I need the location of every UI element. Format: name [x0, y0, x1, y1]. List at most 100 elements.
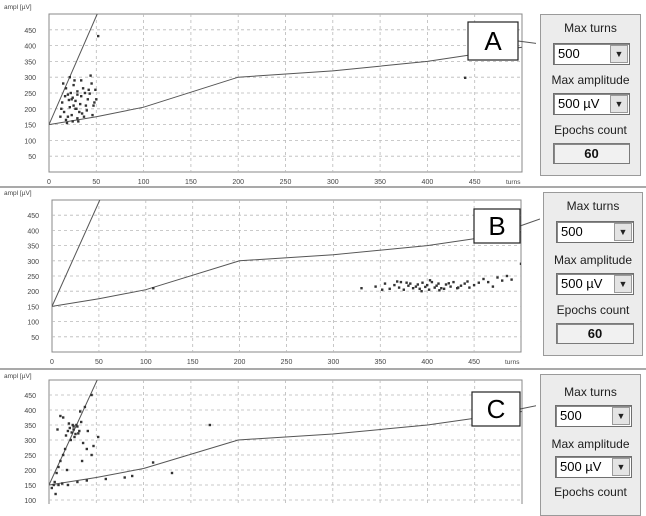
- max-turns-value: 500: [561, 224, 583, 239]
- scatter-chart-c: 450 400 350 300 250 200 150 100 ampl [µV] C: [4, 373, 536, 504]
- x-axis-label: turns: [506, 179, 521, 186]
- threshold-line: [52, 231, 521, 307]
- data-point: [73, 435, 76, 439]
- data-point: [405, 281, 408, 284]
- data-point: [90, 393, 93, 397]
- data-point: [67, 422, 71, 425]
- max-turns-select[interactable]: 500 ▼: [555, 405, 632, 427]
- callout-leader-line: [519, 218, 540, 227]
- data-point: [64, 434, 68, 437]
- chevron-down-icon[interactable]: ▼: [614, 223, 632, 241]
- chevron-down-icon[interactable]: ▼: [610, 45, 628, 63]
- data-point: [438, 289, 441, 292]
- y-tick-label: 250: [24, 91, 36, 98]
- data-point: [459, 284, 463, 287]
- x-tick-label: 0: [47, 179, 51, 186]
- max-amplitude-label: Max amplitude: [551, 437, 630, 451]
- chevron-down-icon[interactable]: ▼: [614, 275, 632, 293]
- data-point: [80, 420, 83, 424]
- data-point: [426, 283, 429, 287]
- data-point: [452, 280, 455, 284]
- max-turns-select[interactable]: 500 ▼: [553, 43, 630, 65]
- data-point: [442, 287, 446, 290]
- x-tick-label: 250: [280, 179, 292, 186]
- y-tick-label: 50: [31, 335, 39, 342]
- chevron-down-icon[interactable]: ▼: [612, 458, 630, 476]
- y-tick-label: 250: [27, 274, 39, 281]
- y-tick-label: 300: [27, 259, 39, 266]
- data-point: [501, 279, 504, 282]
- data-point: [56, 428, 59, 431]
- epochs-count-label: Epochs count: [556, 303, 630, 317]
- max-turns-label: Max turns: [564, 21, 617, 35]
- data-point: [72, 104, 75, 107]
- x-tick-label: 50: [92, 179, 100, 186]
- max-amplitude-select[interactable]: 500 µV ▼: [556, 273, 634, 295]
- data-point: [95, 98, 98, 101]
- data-point: [407, 284, 410, 287]
- max-amplitude-select[interactable]: 500 µV ▼: [555, 456, 632, 478]
- data-point: [74, 99, 77, 103]
- data-point: [69, 438, 72, 442]
- data-point: [66, 483, 70, 487]
- data-point: [424, 285, 427, 289]
- data-point: [93, 101, 96, 104]
- data-point: [62, 416, 65, 419]
- data-point: [381, 288, 384, 291]
- diagonal-line: [49, 14, 98, 125]
- data-point: [68, 76, 71, 79]
- y-tick-label: 350: [24, 423, 36, 430]
- x-tick-label: 350: [374, 179, 386, 186]
- data-point: [85, 479, 88, 482]
- y-tick-label: 400: [27, 228, 39, 235]
- data-point: [388, 287, 391, 290]
- data-point: [83, 91, 87, 95]
- data-point: [444, 283, 448, 286]
- data-point: [104, 477, 107, 481]
- y-tick-label: 450: [24, 28, 36, 35]
- data-point: [519, 262, 521, 265]
- chevron-down-icon[interactable]: ▼: [612, 407, 630, 425]
- panel-separator: [0, 186, 646, 188]
- data-point: [67, 98, 71, 102]
- data-point: [433, 286, 436, 289]
- data-point: [449, 285, 452, 288]
- x-tick-label: 400: [422, 179, 434, 186]
- data-point: [510, 278, 513, 281]
- y-tick-label: 50: [28, 154, 36, 161]
- data-point: [466, 280, 469, 283]
- data-point: [76, 425, 79, 428]
- data-point: [87, 88, 90, 91]
- data-point: [86, 98, 89, 101]
- epochs-count-field: 60: [556, 323, 634, 344]
- control-panel-c: Max turns 500 ▼ Max amplitude 500 µV ▼ E…: [540, 374, 641, 516]
- x-tick-label: 250: [281, 359, 293, 366]
- data-point: [76, 117, 79, 120]
- data-point: [61, 101, 64, 104]
- data-point: [482, 277, 485, 281]
- data-point: [409, 282, 412, 285]
- data-point: [71, 120, 74, 123]
- max-turns-select[interactable]: 500 ▼: [556, 221, 634, 243]
- x-tick-label: 400: [421, 359, 433, 366]
- epochs-count-label: Epochs count: [554, 123, 627, 137]
- max-amplitude-select[interactable]: 500 µV ▼: [553, 93, 630, 115]
- data-point: [80, 79, 83, 82]
- data-point: [170, 471, 174, 475]
- diagonal-line: [52, 200, 101, 307]
- data-point: [88, 92, 91, 95]
- data-point: [69, 91, 72, 95]
- chevron-down-icon[interactable]: ▼: [610, 95, 628, 113]
- y-tick-label: 100: [24, 138, 36, 145]
- data-point: [418, 287, 421, 290]
- x-tick-label: 150: [187, 359, 199, 366]
- data-point: [77, 120, 80, 123]
- data-point: [123, 476, 126, 479]
- y-tick-label: 300: [24, 75, 36, 82]
- y-tick-label: 400: [24, 44, 36, 51]
- scatter-chart-a: 450 400 350 300 250 200 150 100 50 0 50 100 150 200 25…: [4, 4, 536, 186]
- y-axis-label: ampl [µV]: [4, 4, 32, 11]
- data-point: [73, 79, 76, 82]
- data-point: [63, 95, 67, 98]
- data-point: [383, 282, 387, 285]
